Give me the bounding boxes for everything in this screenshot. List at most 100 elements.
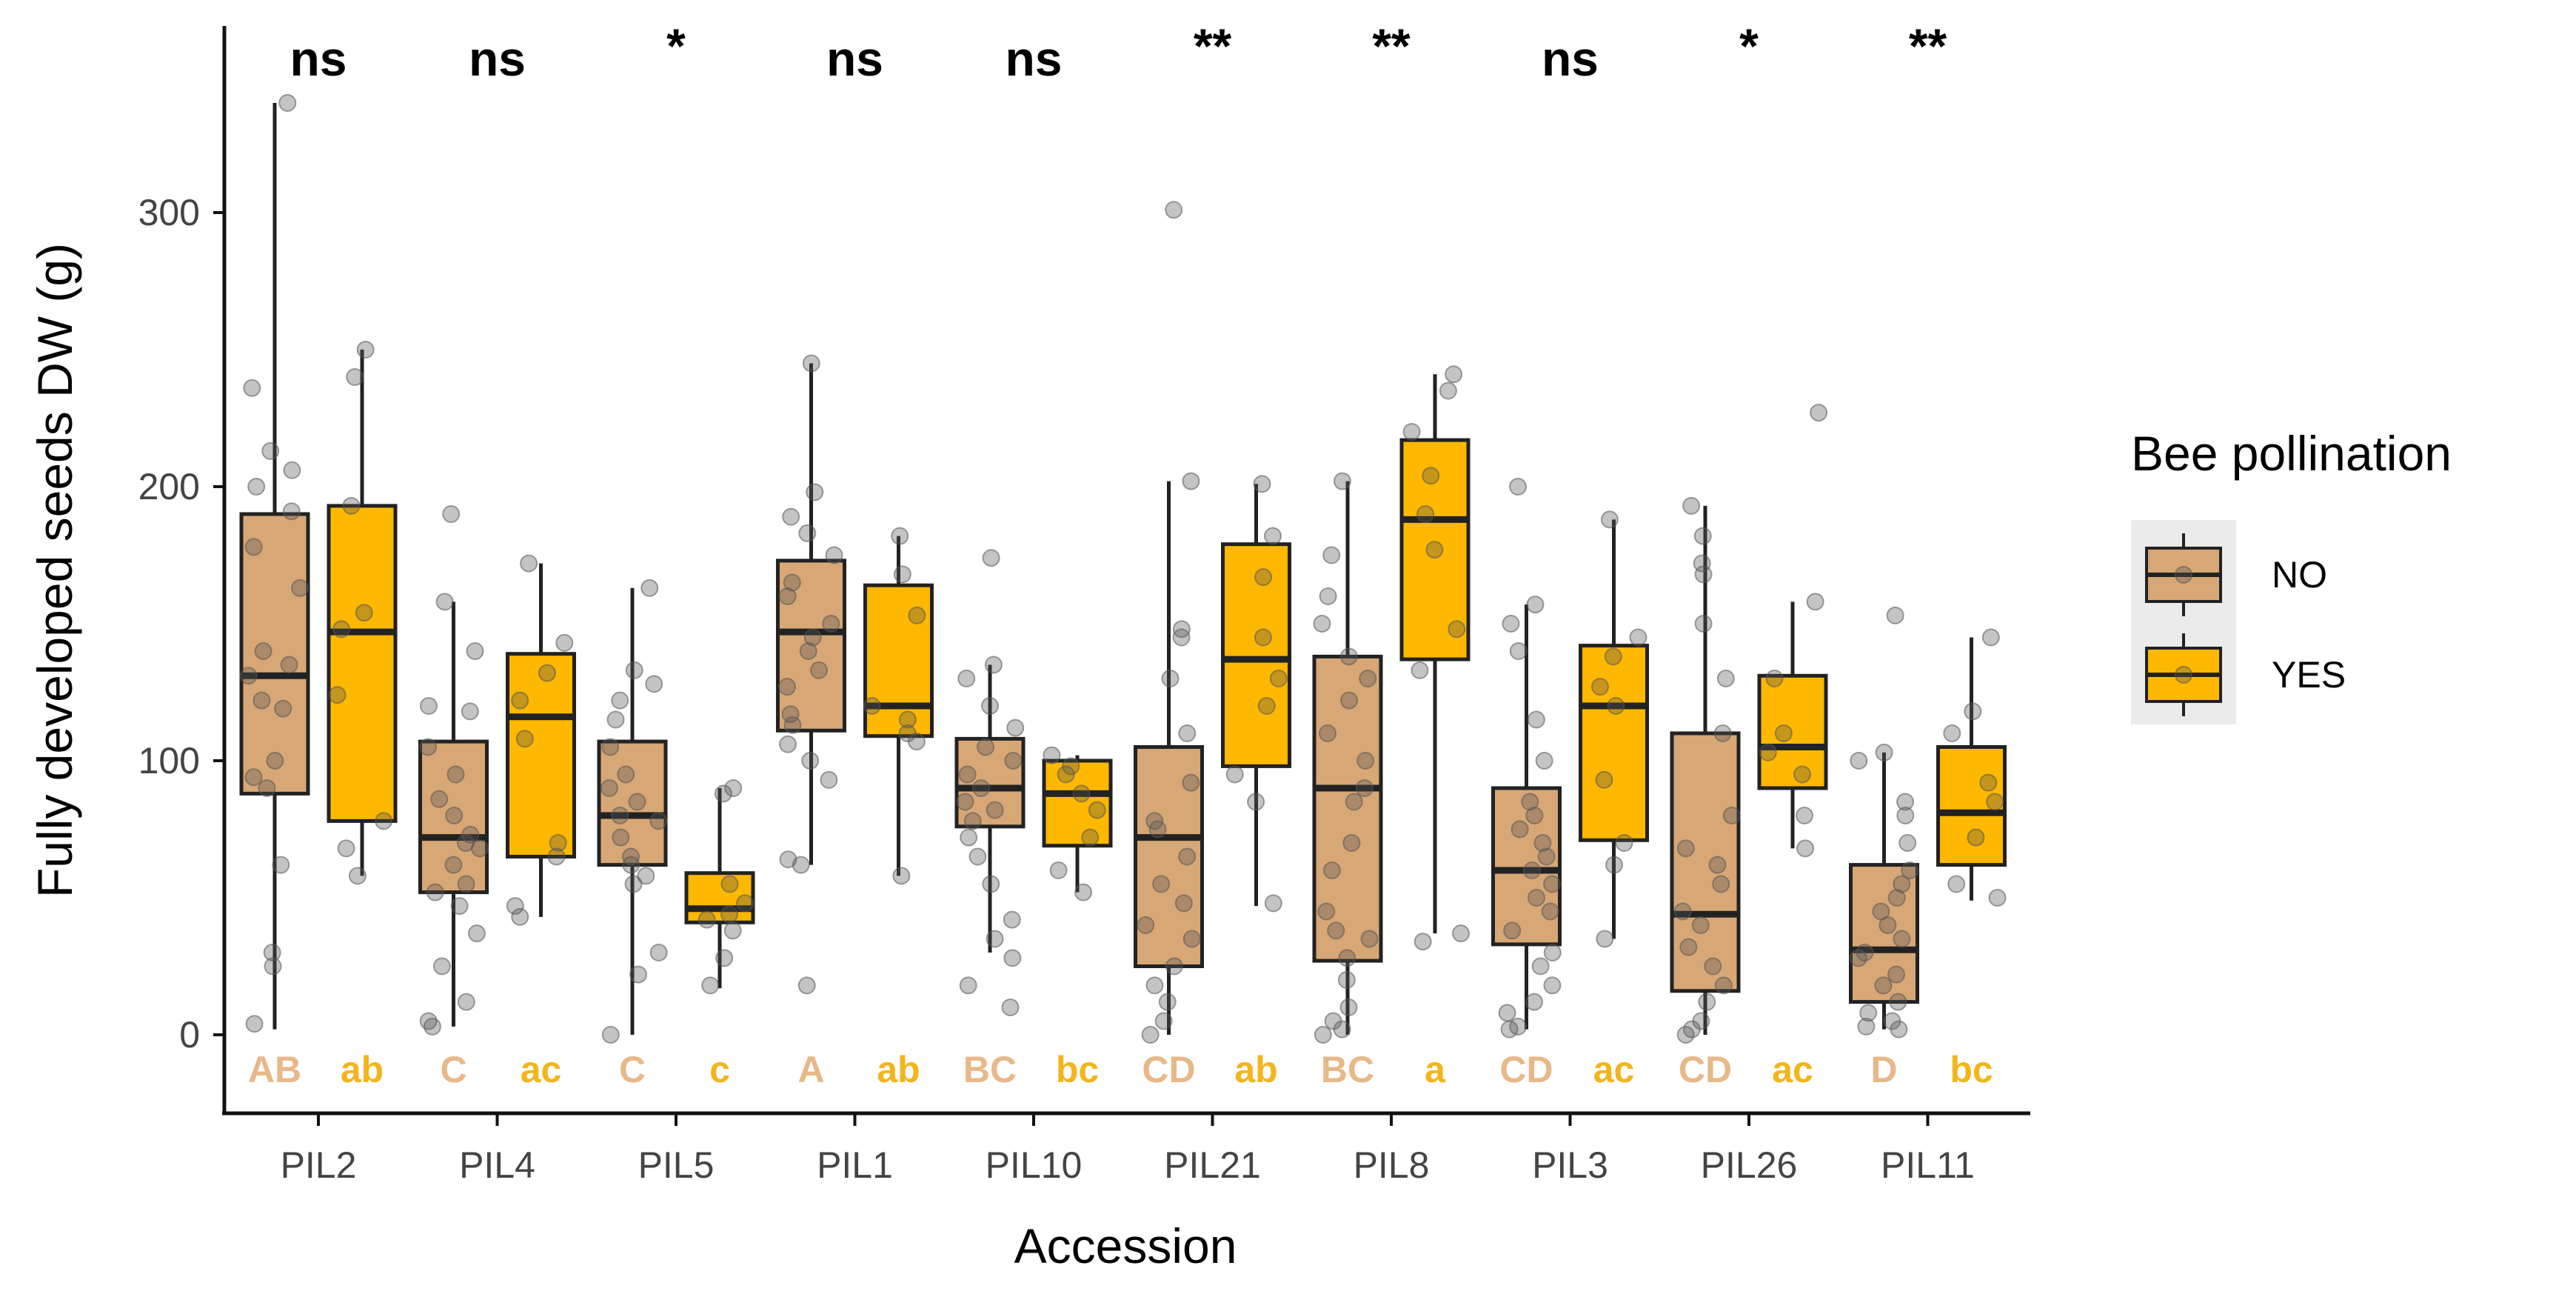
y-tick-label: 0	[179, 1014, 200, 1056]
box-no	[597, 739, 668, 867]
group-letter: CD	[1142, 1049, 1195, 1090]
data-point	[1533, 834, 1552, 852]
data-point	[1889, 993, 1907, 1011]
box-no	[239, 512, 310, 796]
box-yes	[1579, 644, 1649, 842]
data-point	[1676, 839, 1695, 858]
data-point	[1319, 587, 1337, 605]
data-point	[1543, 875, 1562, 893]
data-point	[1165, 957, 1183, 976]
group-letter: C	[619, 1049, 646, 1090]
data-point	[907, 733, 926, 751]
data-point	[968, 847, 987, 866]
data-point	[892, 867, 911, 885]
data-point	[252, 691, 271, 710]
significance-label: ns	[469, 31, 526, 86]
data-point	[1525, 807, 1544, 824]
data-point	[346, 368, 364, 386]
group-letter: ac	[1593, 1049, 1635, 1090]
x-tick-label: PIL8	[1354, 1144, 1430, 1186]
data-point	[430, 790, 449, 808]
data-point	[980, 697, 999, 715]
data-point	[1682, 496, 1701, 515]
data-point	[1356, 752, 1375, 770]
data-point	[1964, 702, 1982, 721]
data-point	[1342, 834, 1361, 852]
data-point	[375, 812, 393, 830]
data-point	[1148, 820, 1167, 838]
data-point	[1439, 381, 1457, 400]
data-point	[778, 587, 797, 605]
box-yes	[1936, 745, 2007, 867]
significance-label: *	[666, 19, 686, 73]
significance-label: ns	[290, 31, 347, 86]
data-point	[432, 957, 451, 976]
data-point	[649, 944, 668, 961]
x-tick-label: PIL5	[638, 1144, 715, 1186]
data-point	[1704, 957, 1722, 976]
data-point	[977, 738, 995, 756]
data-point	[1145, 976, 1164, 995]
data-point	[810, 661, 829, 679]
data-point	[600, 779, 618, 797]
data-point	[1339, 998, 1358, 1016]
legend-label-no: NO	[2272, 554, 2327, 596]
data-point	[1057, 765, 1075, 784]
data-point	[1527, 889, 1545, 907]
data-point	[802, 354, 820, 373]
data-point	[783, 573, 801, 592]
data-point	[1154, 1012, 1173, 1030]
data-point	[1182, 930, 1201, 948]
data-point	[799, 642, 817, 660]
data-point	[1254, 568, 1273, 587]
significance-label: ns	[1542, 31, 1599, 86]
data-point	[736, 894, 755, 913]
data-point	[419, 738, 438, 756]
data-point	[263, 944, 281, 961]
data-point	[777, 678, 796, 696]
data-point	[984, 656, 1003, 674]
data-point	[622, 856, 640, 874]
legend-label-yes: YES	[2272, 654, 2346, 696]
data-point	[1511, 820, 1529, 838]
group-letter: CD	[1499, 1049, 1553, 1090]
data-point	[1333, 472, 1351, 490]
data-point	[1451, 924, 1470, 943]
data-point	[1006, 718, 1025, 737]
data-point	[820, 770, 838, 789]
data-point	[1765, 670, 1784, 687]
data-point	[1531, 957, 1550, 976]
data-point	[624, 875, 643, 893]
data-point	[1988, 889, 2007, 907]
y-tick-label: 200	[138, 466, 200, 507]
data-point	[244, 538, 263, 556]
data-point	[601, 738, 620, 756]
data-point	[612, 828, 630, 847]
data-point	[982, 875, 1000, 893]
group-letter: ab	[341, 1049, 384, 1090]
data-point	[1003, 910, 1021, 929]
data-point	[457, 993, 475, 1011]
x-axis-title: Accession	[1014, 1218, 1237, 1273]
data-point	[1337, 971, 1356, 989]
data-point	[782, 507, 800, 526]
data-point	[266, 752, 284, 770]
data-point	[1713, 724, 1732, 742]
data-point	[640, 579, 659, 597]
data-point	[555, 633, 574, 652]
data-point	[1806, 593, 1824, 611]
data-point	[1445, 365, 1463, 384]
data-point	[239, 667, 258, 685]
data-point	[1712, 875, 1730, 893]
data-point	[1081, 828, 1100, 847]
data-point	[628, 793, 646, 811]
data-point	[547, 847, 566, 866]
data-point	[243, 379, 261, 397]
data-point	[1416, 505, 1435, 523]
data-point	[1774, 724, 1793, 742]
y-axis-title: Fully developed seeds DW (g)	[27, 243, 82, 898]
data-point	[538, 664, 556, 682]
data-point	[1604, 647, 1622, 666]
data-point	[1161, 670, 1180, 687]
